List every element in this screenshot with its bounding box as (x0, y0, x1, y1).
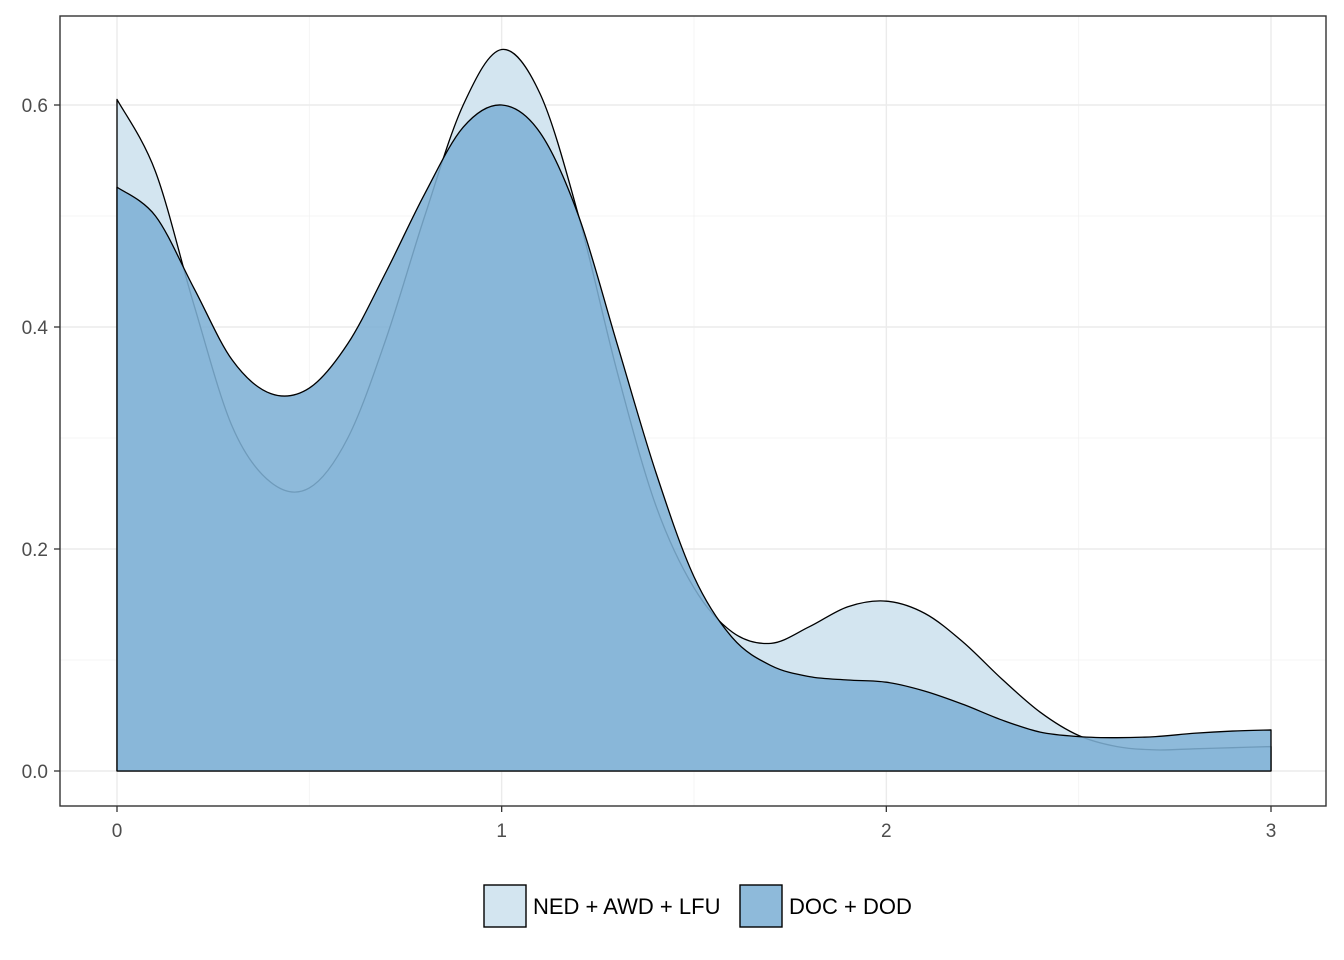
x-tick-label: 2 (881, 821, 892, 842)
density-areas (116, 48, 1272, 772)
legend: NED + AWD + LFU DOC + DOD (483, 884, 912, 928)
y-tick-label: 0.2 (22, 540, 48, 561)
legend-label: DOC + DOD (789, 894, 912, 919)
y-tick-label: 0.6 (22, 96, 48, 117)
x-tick-label: 0 (112, 821, 123, 842)
legend-label: NED + AWD + LFU (533, 894, 720, 919)
legend-item-1: NED + AWD + LFU (483, 884, 720, 928)
y-tick-label: 0.4 (22, 318, 49, 339)
x-tick-label: 3 (1266, 821, 1277, 842)
density-area-2 (116, 104, 1272, 772)
legend-key (483, 884, 527, 928)
legend-item-2: DOC + DOD (739, 884, 912, 928)
y-tick-label: 0.0 (22, 762, 48, 783)
legend-key (739, 884, 783, 928)
panel-border (59, 15, 1327, 807)
x-tick-label: 1 (496, 821, 507, 842)
axes: 0 1 2 3 0.0 0.2 0.4 0.6 (22, 96, 1277, 842)
